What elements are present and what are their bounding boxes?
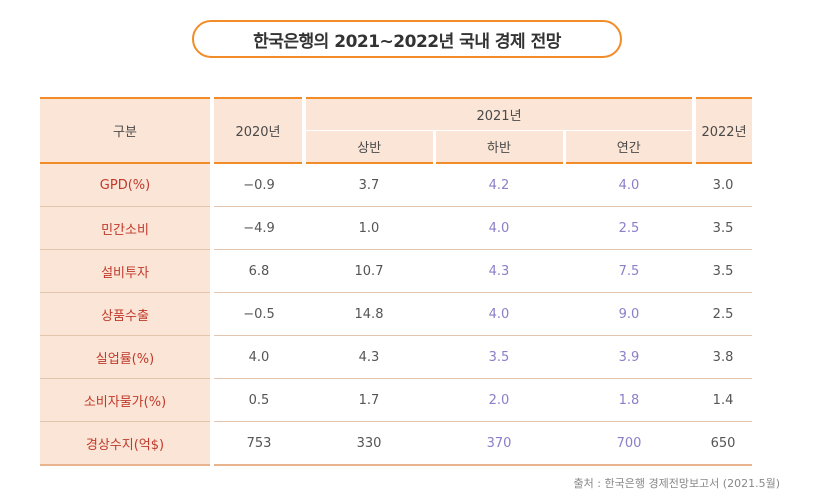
table-row: 상품수출 −0.5 14.8 4.0 9.0 2.5 [40,292,753,336]
table-row: 소비자물가(%) 0.5 1.7 2.0 1.8 1.4 [40,378,753,422]
source-note: 출처 : 한국은행 경제전망보고서 (2021.5월) [573,477,780,490]
cell-2021-second-half: 370 [486,435,512,451]
table-row: GPD(%) −0.9 3.7 4.2 4.0 3.0 [40,163,753,207]
cell-2022: 1.4 [712,392,734,408]
row-label: GPD(%) [40,163,214,207]
cell-2022: 3.5 [712,263,734,279]
cell-2021-second-half: 4.0 [488,220,510,236]
cell-2021-annual: 1.8 [618,392,640,408]
page-title: 한국은행의 2021~2022년 국내 경제 전망 [192,20,622,58]
row-label: 상품수출 [40,292,214,336]
economic-forecast-table: 구분 2020년 2021년 2022년 상반 하반 연간 GPD(%) −0.… [40,97,753,466]
cell-2021-second-half: 2.0 [488,392,510,408]
row-label: 소비자물가(%) [40,378,214,422]
table-row: 민간소비 −4.9 1.0 4.0 2.5 3.5 [40,206,753,250]
header-category: 구분 [40,97,214,164]
cell-2021-second-half: 4.2 [488,177,510,193]
cell-2021-first-half: 330 [356,435,382,451]
cell-2021-annual: 9.0 [618,306,640,322]
subheader-annual: 연간 [562,130,695,164]
cell-2022: 2.5 [712,306,734,322]
cell-2021-second-half: 4.3 [488,263,510,279]
cell-2021-first-half: 1.7 [358,392,380,408]
cell-2020: 0.5 [248,392,270,408]
row-label: 실업률(%) [40,335,214,379]
subheader-first-half: 상반 [304,130,434,164]
cell-2021-first-half: 3.7 [358,177,380,193]
row-label: 경상수지(억$) [40,421,214,465]
cell-2021-annual: 7.5 [618,263,640,279]
cell-2021-annual: 3.9 [618,349,640,365]
cell-2022: 650 [710,435,736,451]
cell-2021-first-half: 1.0 [358,220,380,236]
table-row: 설비투자 6.8 10.7 4.3 7.5 3.5 [40,249,753,293]
row-label: 민간소비 [40,206,214,250]
cell-2020: 753 [246,435,272,451]
cell-2021-first-half: 10.7 [354,263,384,279]
header-2020: 2020년 [212,97,306,164]
cell-2021-annual: 4.0 [618,177,640,193]
cell-2020: −0.5 [243,306,275,322]
cell-2020: 4.0 [248,349,270,365]
cell-2022: 3.8 [712,349,734,365]
cell-2020: −4.9 [243,220,275,236]
row-label: 설비투자 [40,249,214,293]
cell-2022: 3.0 [712,177,734,193]
header-2021: 2021년 [304,97,695,131]
cell-2020: −0.9 [243,177,275,193]
header-2022: 2022년 [692,97,753,164]
cell-2022: 3.5 [712,220,734,236]
cell-2021-annual: 700 [616,435,642,451]
table-row: 실업률(%) 4.0 4.3 3.5 3.9 3.8 [40,335,753,379]
cell-2020: 6.8 [248,263,270,279]
subheader-second-half: 하반 [432,130,564,164]
table-row: 경상수지(억$) 753 330 370 700 650 [40,421,753,465]
cell-2021-first-half: 4.3 [358,349,380,365]
cell-2021-first-half: 14.8 [354,306,384,322]
cell-2021-second-half: 3.5 [488,349,510,365]
cell-2021-annual: 2.5 [618,220,640,236]
cell-2021-second-half: 4.0 [488,306,510,322]
